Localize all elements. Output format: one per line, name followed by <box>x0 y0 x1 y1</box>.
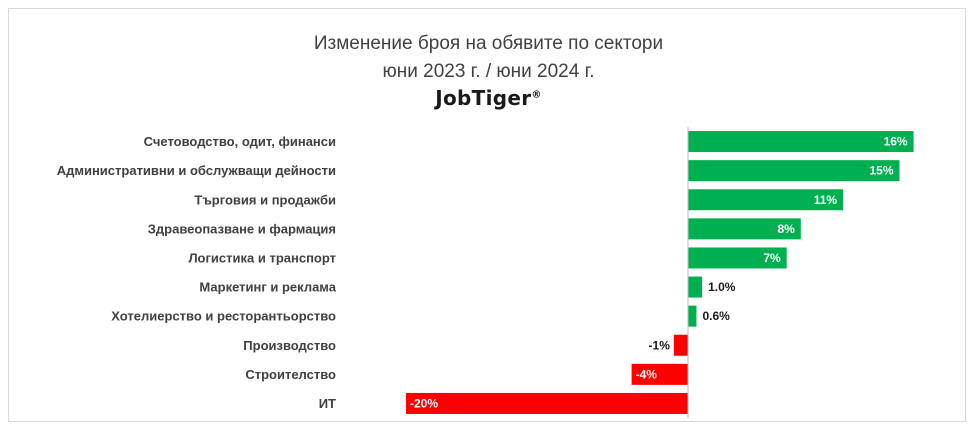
bar-9 <box>631 363 688 385</box>
category-label: ИТ <box>319 396 336 411</box>
bar-10 <box>406 392 688 414</box>
value-label: 7% <box>763 251 781 265</box>
chart-title: Изменение броя на обявите по сектори <box>313 33 664 54</box>
category-label: Строителство <box>245 367 336 382</box>
value-label: -20% <box>410 396 438 410</box>
value-label: 11% <box>814 193 838 207</box>
value-label: -4% <box>636 367 658 381</box>
bar-5 <box>688 247 787 269</box>
value-label: 15% <box>869 164 893 178</box>
category-label: Счетоводство, одит, финанси <box>144 134 336 149</box>
category-label: Здравеопазване и фармация <box>148 221 336 236</box>
category-label: Хотелиерство и ресторантьорство <box>111 309 336 324</box>
value-label: 16% <box>884 135 908 149</box>
value-label: 1.0% <box>708 280 736 294</box>
value-label: -1% <box>649 338 671 352</box>
category-label: Логистика и транспорт <box>188 250 336 265</box>
logo-text: JobTiger <box>435 86 532 110</box>
jobtiger-logo: JobTiger® <box>0 86 977 110</box>
bar-3 <box>688 189 844 211</box>
bar-7 <box>688 305 697 327</box>
category-label: Маркетинг и реклама <box>199 280 336 295</box>
bar-4 <box>688 218 801 240</box>
value-label: 0.6% <box>702 309 730 323</box>
bar-1 <box>688 131 914 153</box>
category-label: Административни и обслужващи дейности <box>57 163 336 178</box>
chart-subtitle: юни 2023 г. / юни 2024 г. <box>382 61 595 82</box>
bar-6 <box>688 276 703 298</box>
registered-mark: ® <box>531 89 542 101</box>
bar-8 <box>673 334 688 356</box>
category-label: Производство <box>243 338 336 353</box>
category-label: Търговия и продажби <box>194 192 336 207</box>
chart-frame <box>8 8 966 422</box>
value-label: 8% <box>777 222 795 236</box>
bar-2 <box>688 160 900 182</box>
